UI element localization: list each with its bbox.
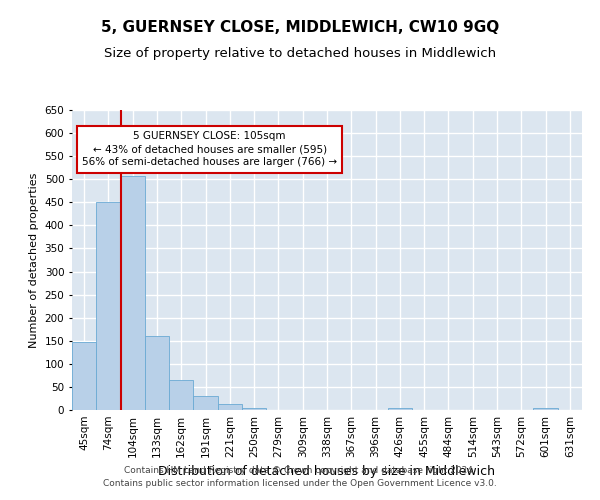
Bar: [388, 408, 412, 410]
Bar: [121, 176, 145, 410]
Bar: [193, 396, 218, 410]
Bar: [169, 380, 193, 410]
X-axis label: Distribution of detached houses by size in Middlewich: Distribution of detached houses by size …: [158, 466, 496, 478]
Bar: [242, 408, 266, 410]
Bar: [218, 404, 242, 410]
Text: Size of property relative to detached houses in Middlewich: Size of property relative to detached ho…: [104, 48, 496, 60]
Text: 5 GUERNSEY CLOSE: 105sqm
← 43% of detached houses are smaller (595)
56% of semi-: 5 GUERNSEY CLOSE: 105sqm ← 43% of detach…: [82, 131, 337, 168]
Bar: [72, 342, 96, 410]
Text: Contains HM Land Registry data © Crown copyright and database right 2024.
Contai: Contains HM Land Registry data © Crown c…: [103, 466, 497, 487]
Y-axis label: Number of detached properties: Number of detached properties: [29, 172, 39, 348]
Bar: [96, 202, 121, 410]
Bar: [145, 336, 169, 410]
Text: 5, GUERNSEY CLOSE, MIDDLEWICH, CW10 9GQ: 5, GUERNSEY CLOSE, MIDDLEWICH, CW10 9GQ: [101, 20, 499, 35]
Bar: [533, 408, 558, 410]
